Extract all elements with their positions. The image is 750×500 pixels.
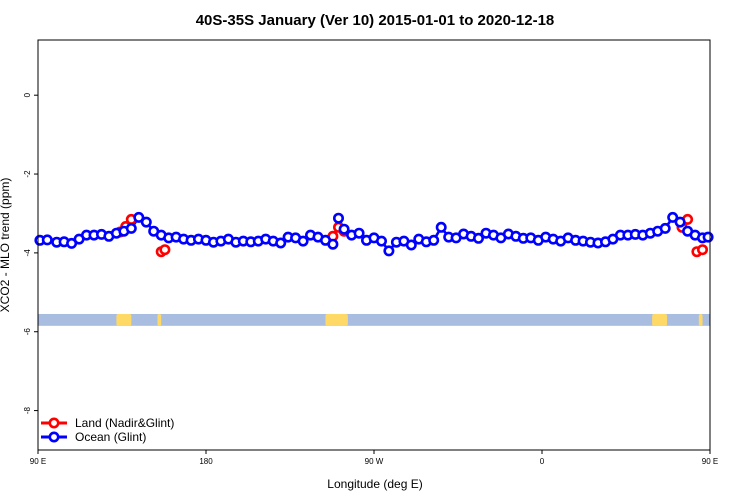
x-tick-label-3: 0 <box>540 457 545 466</box>
land-blob-0 <box>116 313 132 326</box>
x-axis: 90 E 180 90 W 0 90 E <box>30 450 718 466</box>
land-blob-3 <box>652 313 668 326</box>
land-point-4 <box>159 244 171 256</box>
land-blob-2 <box>325 313 348 326</box>
ocean-point-85 <box>667 211 679 223</box>
legend: Land (Nadir&Glint) Ocean (Glint) <box>41 416 174 444</box>
x-tick-label-0: 90 E <box>30 457 46 466</box>
ocean-point-84 <box>659 222 671 234</box>
legend-item-ocean: Ocean (Glint) <box>41 430 146 444</box>
ocean-point-32 <box>275 237 287 249</box>
ocean-point-46 <box>375 235 387 247</box>
ocean-point-13 <box>133 211 145 223</box>
y-tick-label-0: 0 <box>23 92 32 97</box>
ocean-point-86 <box>674 216 686 228</box>
y-tick-label-2: -4 <box>23 249 32 257</box>
x-tick-label-1: 180 <box>199 457 213 466</box>
y-axis-label: XCO2 - MLO trend (ppm) <box>0 178 12 313</box>
ocean-point-39 <box>327 238 339 250</box>
y-tick-label-4: -8 <box>23 406 32 414</box>
ocean-point-12 <box>125 222 137 234</box>
y-axis: 0 -2 -4 -6 -8 <box>23 92 38 414</box>
y-tick-label-3: -6 <box>23 328 32 336</box>
ocean-point-47 <box>383 245 395 257</box>
x-axis-label: Longitude (deg E) <box>327 477 422 491</box>
legend-land-marker <box>48 417 60 429</box>
land-ocean-band <box>38 313 710 326</box>
ocean-point-41 <box>338 223 350 235</box>
series-markers <box>34 211 714 258</box>
ocean-point-43 <box>353 227 365 239</box>
ocean-band <box>38 313 710 326</box>
chart-title: 40S-35S January (Ver 10) 2015-01-01 to 2… <box>196 12 555 29</box>
x-tick-label-2: 90 W <box>365 457 384 466</box>
ocean-point-40 <box>332 212 344 224</box>
land-blob-1 <box>157 313 162 326</box>
ocean-point-54 <box>435 221 447 233</box>
legend-item-land: Land (Nadir&Glint) <box>41 416 174 430</box>
legend-land-label: Land (Nadir&Glint) <box>75 416 174 430</box>
land-point-11 <box>696 244 708 256</box>
legend-ocean-marker <box>48 431 60 443</box>
ocean-point-90 <box>702 231 714 243</box>
ocean-point-50 <box>405 239 417 251</box>
x-tick-label-4: 90 E <box>702 457 718 466</box>
land-blob-4 <box>698 313 703 326</box>
ocean-point-1 <box>41 234 53 246</box>
ocean-point-53 <box>428 234 440 246</box>
legend-ocean-label: Ocean (Glint) <box>75 430 146 444</box>
ocean-point-59 <box>472 232 484 244</box>
ocean-point-35 <box>297 235 309 247</box>
y-tick-label-1: -2 <box>23 170 32 178</box>
ocean-point-14 <box>140 216 152 228</box>
